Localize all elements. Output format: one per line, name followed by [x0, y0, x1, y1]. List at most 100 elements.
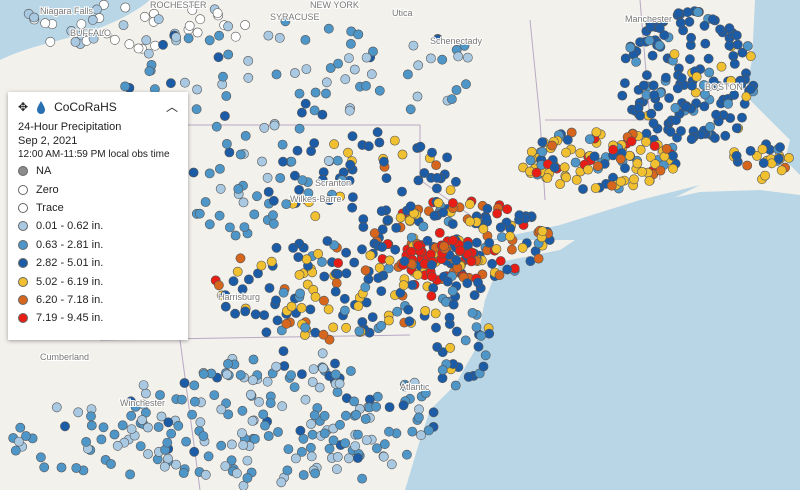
station-dot[interactable]: [784, 152, 794, 163]
station-dot[interactable]: [381, 173, 392, 183]
station-dot[interactable]: [495, 256, 506, 266]
station-dot[interactable]: [214, 163, 225, 174]
station-dot[interactable]: [339, 293, 350, 304]
station-dot[interactable]: [675, 17, 686, 28]
station-dot[interactable]: [218, 71, 228, 82]
station-dot[interactable]: [729, 59, 740, 69]
station-dot[interactable]: [670, 103, 681, 113]
station-dot[interactable]: [363, 141, 374, 152]
station-dot[interactable]: [728, 51, 739, 61]
station-dot[interactable]: [308, 364, 319, 374]
station-dot[interactable]: [484, 237, 495, 248]
station-dot[interactable]: [310, 468, 320, 479]
station-dot[interactable]: [357, 317, 368, 327]
station-dot[interactable]: [231, 468, 242, 479]
station-dot[interactable]: [437, 373, 448, 384]
station-dot[interactable]: [476, 330, 486, 341]
station-dot[interactable]: [140, 388, 151, 399]
station-dot[interactable]: [352, 453, 363, 463]
station-dot[interactable]: [369, 228, 380, 239]
station-dot[interactable]: [120, 2, 131, 13]
station-dot[interactable]: [431, 183, 442, 194]
station-dot[interactable]: [235, 149, 246, 160]
station-dot[interactable]: [391, 222, 402, 233]
station-dot[interactable]: [278, 346, 289, 356]
station-dot[interactable]: [310, 87, 321, 98]
station-dot[interactable]: [444, 312, 455, 323]
station-dot[interactable]: [310, 291, 321, 302]
station-dot[interactable]: [14, 436, 24, 447]
station-dot[interactable]: [305, 442, 316, 453]
station-dot[interactable]: [514, 210, 525, 221]
station-dot[interactable]: [298, 433, 309, 444]
station-dot[interactable]: [144, 66, 155, 77]
station-dot[interactable]: [240, 306, 251, 317]
station-dot[interactable]: [571, 174, 582, 185]
station-dot[interactable]: [56, 462, 67, 473]
station-dot[interactable]: [233, 183, 244, 194]
station-dot[interactable]: [711, 109, 721, 120]
station-dot[interactable]: [669, 49, 680, 59]
station-dot[interactable]: [645, 152, 656, 162]
station-dot[interactable]: [434, 227, 445, 238]
station-dot[interactable]: [135, 441, 146, 451]
station-dot[interactable]: [331, 464, 342, 475]
station-dot[interactable]: [461, 79, 471, 90]
station-dot[interactable]: [494, 270, 505, 280]
station-dot[interactable]: [310, 211, 321, 222]
station-dot[interactable]: [319, 295, 329, 306]
station-dot[interactable]: [404, 316, 415, 327]
station-dot[interactable]: [353, 301, 364, 311]
station-dot[interactable]: [487, 258, 497, 269]
station-dot[interactable]: [300, 98, 311, 109]
station-dot[interactable]: [664, 93, 674, 103]
station-dot[interactable]: [290, 453, 301, 464]
station-dot[interactable]: [339, 305, 350, 316]
station-dot[interactable]: [309, 138, 320, 148]
station-dot[interactable]: [73, 407, 84, 418]
station-dot[interactable]: [384, 255, 395, 266]
station-dot[interactable]: [415, 141, 426, 152]
station-dot[interactable]: [620, 78, 630, 88]
station-dot[interactable]: [221, 138, 232, 149]
station-dot[interactable]: [257, 156, 267, 167]
station-dot[interactable]: [371, 443, 382, 454]
station-dot[interactable]: [204, 35, 215, 46]
station-dot[interactable]: [334, 378, 345, 389]
station-dot[interactable]: [321, 77, 332, 88]
station-dot[interactable]: [350, 441, 361, 451]
station-dot[interactable]: [333, 58, 343, 69]
station-dot[interactable]: [226, 455, 237, 466]
station-dot[interactable]: [330, 369, 341, 380]
station-dot[interactable]: [418, 221, 429, 232]
station-dot[interactable]: [365, 250, 376, 261]
station-dot[interactable]: [745, 51, 756, 62]
station-dot[interactable]: [15, 422, 26, 433]
station-dot[interactable]: [648, 80, 659, 91]
station-dot[interactable]: [211, 121, 222, 132]
station-dot[interactable]: [374, 85, 385, 96]
station-dot[interactable]: [60, 421, 70, 432]
station-dot[interactable]: [333, 258, 343, 268]
station-dot[interactable]: [240, 20, 250, 30]
station-dot[interactable]: [325, 63, 336, 73]
station-dot[interactable]: [492, 208, 502, 219]
station-dot[interactable]: [729, 90, 739, 100]
station-dot[interactable]: [98, 422, 109, 433]
station-dot[interactable]: [318, 363, 328, 374]
station-dot[interactable]: [213, 52, 224, 63]
station-dot[interactable]: [685, 54, 695, 65]
station-dot[interactable]: [561, 147, 571, 158]
station-dot[interactable]: [269, 120, 280, 131]
station-dot[interactable]: [306, 451, 317, 462]
station-dot[interactable]: [215, 183, 226, 194]
station-dot[interactable]: [360, 282, 371, 293]
station-dot[interactable]: [324, 195, 335, 205]
station-dot[interactable]: [192, 84, 202, 95]
station-dot[interactable]: [277, 139, 288, 150]
station-dot[interactable]: [578, 184, 588, 194]
station-dot[interactable]: [228, 276, 239, 287]
station-dot[interactable]: [133, 43, 144, 54]
station-dot[interactable]: [309, 105, 320, 116]
station-dot[interactable]: [731, 123, 742, 134]
